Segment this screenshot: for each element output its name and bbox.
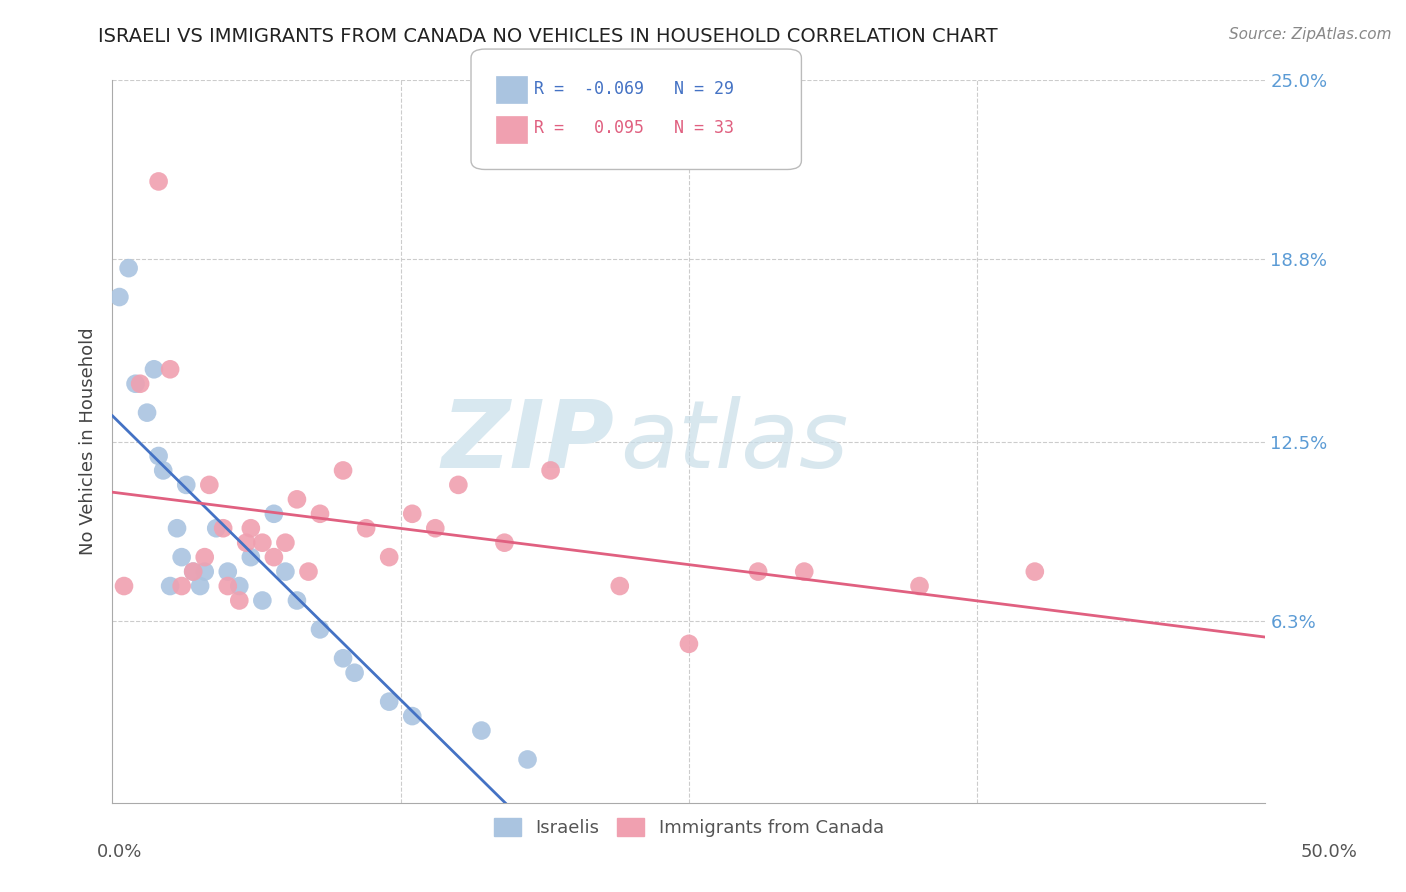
Point [609,579,631,593]
Point [401,507,423,521]
Point [228,593,250,607]
Point [136,406,159,420]
Point [332,463,354,477]
Point [494,535,516,549]
Point [217,579,239,593]
Point [198,478,221,492]
Point [747,565,769,579]
Point [263,550,285,565]
Point [205,521,228,535]
Point [112,579,135,593]
Point [143,362,166,376]
Point [285,492,308,507]
Point [228,579,250,593]
Point [678,637,700,651]
Point [152,463,174,477]
Point [285,593,308,607]
Point [235,535,257,549]
Point [343,665,366,680]
Point [252,593,274,607]
Point [401,709,423,723]
Text: R =   0.095   N = 33: R = 0.095 N = 33 [534,119,734,136]
Text: 50.0%: 50.0% [1301,843,1357,861]
Point [447,478,470,492]
Point [217,565,239,579]
Point [159,579,181,593]
Point [540,463,562,477]
Point [159,362,181,376]
Point [188,579,211,593]
Point [378,550,401,565]
Point [252,535,274,549]
Point [516,752,538,766]
Point [274,565,297,579]
Point [274,535,297,549]
Point [378,695,401,709]
Point [108,290,131,304]
Point [793,565,815,579]
Point [263,507,285,521]
Point [309,507,332,521]
Point [170,579,193,593]
Point [1024,565,1046,579]
Point [181,565,204,579]
Point [309,623,332,637]
Point [908,579,931,593]
Point [170,550,193,565]
Point [194,565,217,579]
Y-axis label: No Vehicles in Household: No Vehicles in Household [79,327,97,556]
Point [332,651,354,665]
Point [166,521,188,535]
Point [297,565,319,579]
Point [212,521,235,535]
Text: R =  -0.069   N = 29: R = -0.069 N = 29 [534,80,734,98]
Text: ZIP: ZIP [441,395,614,488]
Text: 0.0%: 0.0% [97,843,142,861]
Point [194,550,217,565]
Point [124,376,146,391]
Point [470,723,492,738]
Point [148,174,170,188]
Point [354,521,377,535]
Point [181,565,204,579]
Point [148,449,170,463]
Point [174,478,197,492]
Legend: Israelis, Immigrants from Canada: Israelis, Immigrants from Canada [486,811,891,845]
Point [239,550,262,565]
Text: atlas: atlas [620,396,848,487]
Text: ISRAELI VS IMMIGRANTS FROM CANADA NO VEHICLES IN HOUSEHOLD CORRELATION CHART: ISRAELI VS IMMIGRANTS FROM CANADA NO VEH… [98,27,998,45]
Point [425,521,447,535]
Point [117,261,139,276]
Point [129,376,152,391]
Text: Source: ZipAtlas.com: Source: ZipAtlas.com [1229,27,1392,42]
Point [239,521,262,535]
